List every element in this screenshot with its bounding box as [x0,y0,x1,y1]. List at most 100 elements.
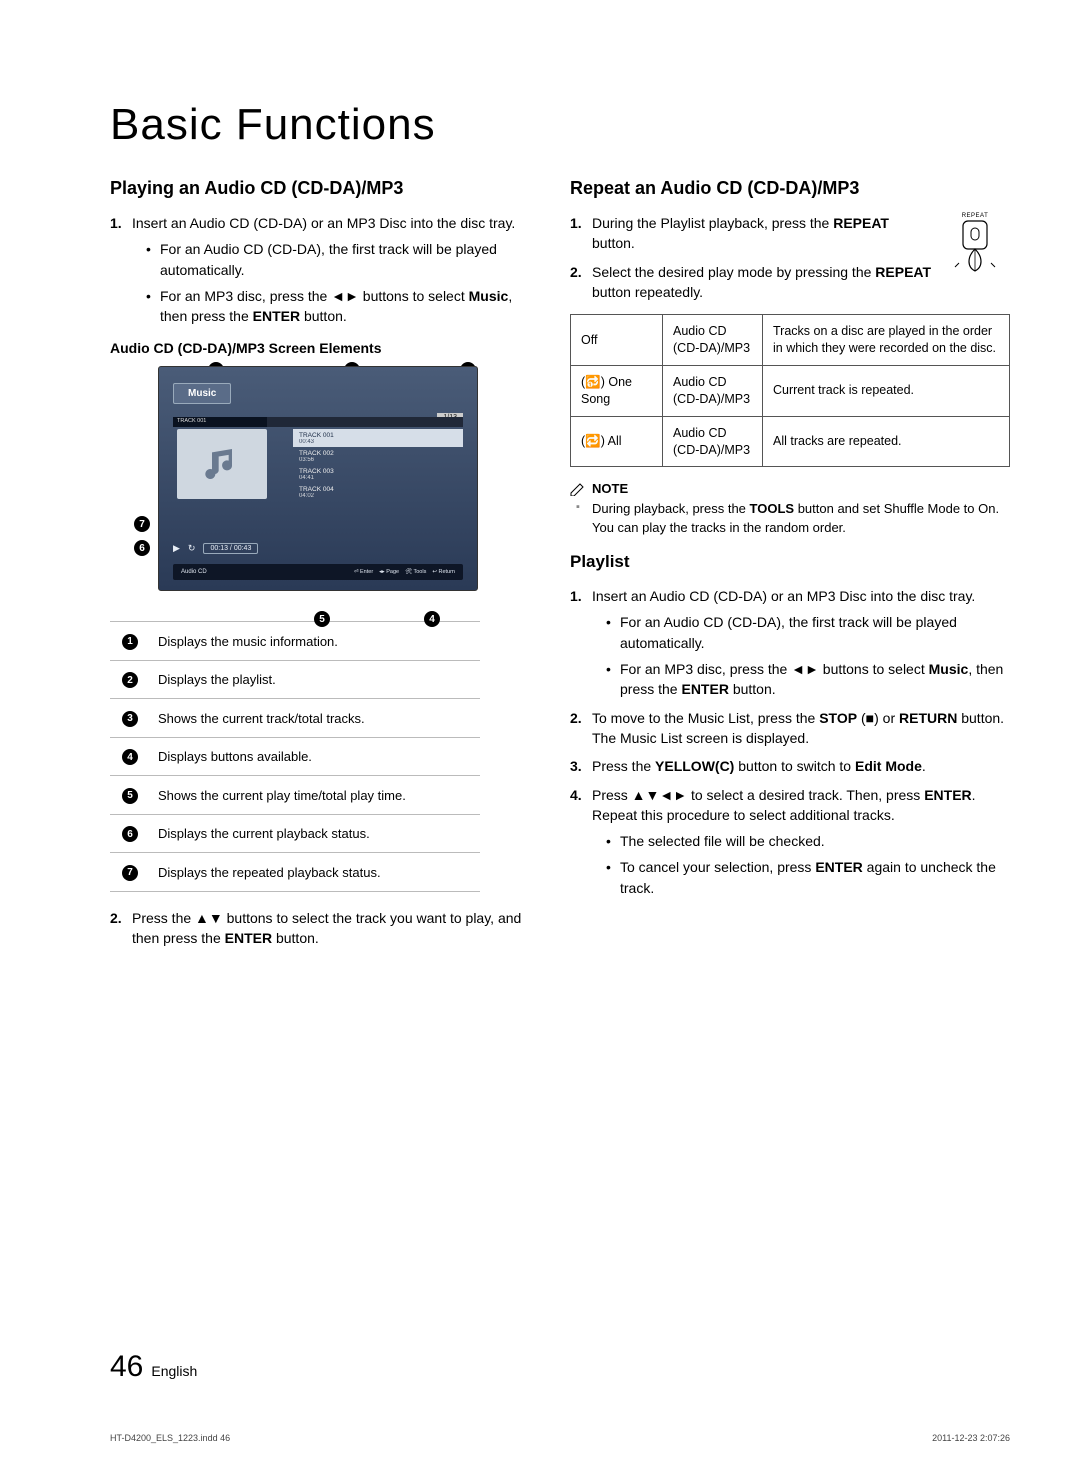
callout-7: 7 [134,516,150,532]
music-screen: Music 1/13 TRACK 001 TRACK 001 00:43 TRA… [158,366,478,591]
disc-label: Audio CD [181,569,207,575]
header-track-label: TRACK 001 [173,417,267,427]
step-1-bullet-2: For an MP3 disc, press the ◄► buttons to… [146,286,538,327]
track-name: TRACK 003 [299,468,457,475]
tracklist-row-2: TRACK 002 03:56 [293,447,463,465]
mode-cell: (🔂) One Song [571,365,663,416]
playlist-s4-b2: To cancel your selection, press ENTER ag… [606,857,1010,898]
table-row: 2 Displays the playlist. [110,660,480,699]
playlist-step-2: To move to the Music List, press the STO… [570,708,1010,749]
table-row: (🔁) All Audio CD (CD-DA)/MP3 All tracks … [571,416,1010,467]
bb-tools: 🛠 Tools [405,569,426,575]
desc-cell: All tracks are repeated. [763,416,1010,467]
row-desc: Displays the playlist. [150,660,480,699]
step-1: Insert an Audio CD (CD-DA) or an MP3 Dis… [110,213,538,326]
row-desc: Displays the repeated playback status. [150,853,480,892]
page-number: 46 [110,1350,143,1384]
track-name: TRACK 002 [299,450,457,457]
playlist-s1-b2: For an MP3 disc, press the ◄► buttons to… [606,659,1010,700]
playlist-step-1: Insert an Audio CD (CD-DA) or an MP3 Dis… [570,586,1010,699]
desc-cell: Tracks on a disc are played in the order… [763,315,1010,366]
tracklist-row-1: TRACK 001 00:43 [293,429,463,447]
imprint-file: HT-D4200_ELS_1223.indd 46 [110,1433,230,1443]
step-2: Press the ▲▼ buttons to select the track… [110,908,538,949]
playlist-heading: Playlist [570,552,1010,572]
playlist-s1-b1: For an Audio CD (CD-DA), the first track… [606,612,1010,653]
callout-6: 6 [134,540,150,556]
row-num: 5 [122,788,138,804]
right-heading: Repeat an Audio CD (CD-DA)/MP3 [570,178,1010,199]
playing-steps: Insert an Audio CD (CD-DA) or an MP3 Dis… [110,213,538,326]
repeat-modes-table: Off Audio CD (CD-DA)/MP3 Tracks on a dis… [570,314,1010,467]
playing-steps-2: Press the ▲▼ buttons to select the track… [110,908,538,949]
row-num: 7 [122,865,138,881]
row-desc: Displays the current playback status. [150,814,480,853]
page-footer: 46 English [110,1350,197,1384]
disc-cell: Audio CD (CD-DA)/MP3 [663,365,763,416]
imprint-date: 2011-12-23 2:07:26 [932,1433,1010,1443]
repeat-step-1: During the Playlist playback, press the … [570,213,1010,254]
row-desc: Displays the music information. [150,622,480,661]
step-text: Insert an Audio CD (CD-DA) or an MP3 Dis… [592,588,975,604]
repeat-step-2: Select the desired play mode by pressing… [570,262,1010,303]
bb-page: ◂▸ Page [379,569,399,575]
table-row: (🔂) One Song Audio CD (CD-DA)/MP3 Curren… [571,365,1010,416]
left-column: Playing an Audio CD (CD-DA)/MP3 Insert a… [110,170,538,957]
table-row: 6 Displays the current playback status. [110,814,480,853]
page-language: English [151,1363,197,1379]
note-block: NOTE During playback, press the TOOLS bu… [570,481,1010,538]
music-tab: Music [173,383,231,404]
row-num: 1 [122,634,138,650]
step-1-bullet-1: For an Audio CD (CD-DA), the first track… [146,239,538,280]
playlist-steps: Insert an Audio CD (CD-DA) or an MP3 Dis… [570,586,1010,898]
table-row: 3Shows the current track/total tracks. [110,699,480,738]
tracklist-row-4: TRACK 004 04:02 [293,483,463,501]
tracklist-row-3: TRACK 003 04:41 [293,465,463,483]
page-title: Basic Functions [110,100,1010,150]
track-time: 04:02 [299,493,457,500]
screen-elements-heading: Audio CD (CD-DA)/MP3 Screen Elements [110,340,538,356]
left-heading: Playing an Audio CD (CD-DA)/MP3 [110,178,538,199]
track-name: TRACK 004 [299,486,457,493]
table-row: Off Audio CD (CD-DA)/MP3 Tracks on a dis… [571,315,1010,366]
row-num: 6 [122,826,138,842]
disc-cell: Audio CD (CD-DA)/MP3 [663,315,763,366]
bb-return: ↩ Return [432,569,455,575]
playbar: ▶ ↻ 00:13 / 00:43 [173,543,258,554]
play-icon: ▶ [173,543,180,554]
row-desc: Shows the current track/total tracks. [150,699,480,738]
track-time: 04:41 [299,475,457,482]
table-row: 4Displays buttons available. [110,737,480,776]
mode-cell: (🔁) All [571,416,663,467]
playlist-step-3: Press the YELLOW(C) button to switch to … [570,756,1010,776]
track-time: 03:56 [299,457,457,464]
note-label: NOTE [592,481,628,496]
tracklist: TRACK 001 00:43 TRACK 002 03:56 TRACK 00… [293,429,463,501]
elements-table: 1 Displays the music information. 2 Displa… [110,621,480,892]
mode-cell: Off [571,315,663,366]
playlist-step-4: Press ▲▼◄► to select a desired track. Th… [570,785,1010,898]
track-time: 00:43 [299,439,457,446]
repeat-icon: ↻ [188,543,196,554]
row-num: 4 [122,749,138,765]
row-num: 2 [122,672,138,688]
right-column: Repeat an Audio CD (CD-DA)/MP3 REPEAT Du… [570,170,1010,957]
step-1-text: Insert an Audio CD (CD-DA) or an MP3 Dis… [132,215,515,231]
table-row: 5 Shows the current play time/total play … [110,776,480,815]
note-item: During playback, press the TOOLS button … [570,500,1010,538]
desc-cell: Current track is repeated. [763,365,1010,416]
music-note-icon [202,444,242,484]
table-row: 1 Displays the music information. [110,622,480,661]
disc-cell: Audio CD (CD-DA)/MP3 [663,416,763,467]
content-columns: Playing an Audio CD (CD-DA)/MP3 Insert a… [110,170,1010,957]
playlist-s4-b1: The selected file will be checked. [606,831,1010,851]
note-heading: NOTE [570,481,1010,496]
imprint: HT-D4200_ELS_1223.indd 46 2011-12-23 2:0… [110,1433,1010,1443]
bottom-bar: Audio CD ⏎ Enter ◂▸ Page 🛠 Tools ↩ Retur… [173,564,463,580]
bb-enter: ⏎ Enter [354,569,373,575]
row-desc: Shows the current play time/total play t… [150,776,480,815]
album-art [177,429,267,499]
table-row: 7 Displays the repeated playback status. [110,853,480,892]
screen-figure: 1 2 3 7 6 5 4 Music 1/13 TRACK 001 T [134,366,504,591]
track-name: TRACK 001 [299,432,457,439]
